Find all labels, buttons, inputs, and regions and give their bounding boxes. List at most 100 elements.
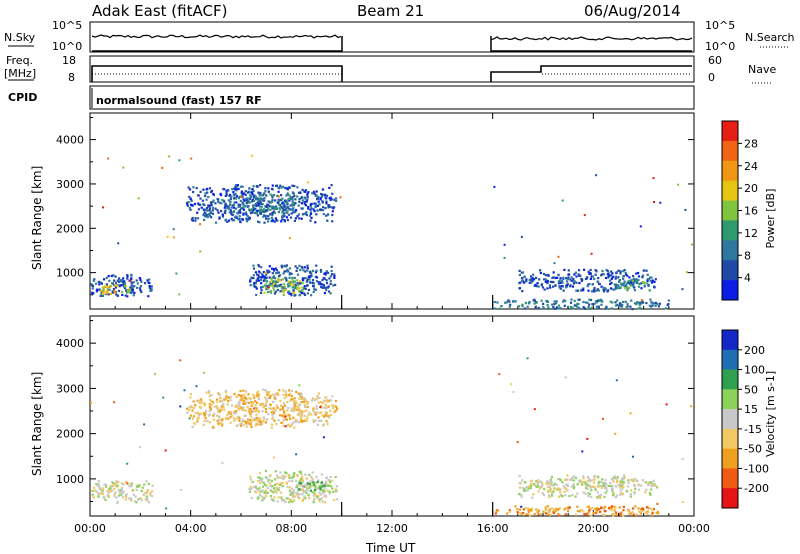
velocity-cell: [270, 479, 273, 483]
velocity-cell: [267, 397, 270, 400]
power-cell: [270, 284, 274, 287]
velocity-cell: [566, 484, 569, 487]
power-cell: [548, 284, 551, 287]
power-cell: [99, 294, 102, 297]
beam-title: Beam 21: [357, 2, 424, 20]
velocity-cell: [220, 408, 223, 411]
power-cell: [195, 187, 198, 190]
velocity-cell: [105, 485, 108, 488]
velocity-cell-sparse: [111, 481, 114, 484]
velocity-cell: [247, 407, 250, 411]
velocity-cell: [249, 397, 252, 400]
power-cell: [307, 205, 310, 208]
velocity-cell: [197, 400, 200, 403]
power-cell: [597, 277, 600, 280]
velocity-cell: [318, 491, 321, 494]
velocity-cell: [301, 475, 304, 478]
power-cell: [290, 294, 293, 297]
velocity-cell: [243, 420, 246, 423]
velocity-cell: [325, 399, 328, 402]
velocity-cell: [300, 419, 303, 423]
velocity-cell: [311, 479, 314, 482]
power-cell: [324, 273, 327, 276]
velocity-cell: [330, 479, 333, 482]
velocity-cell: [287, 497, 290, 500]
power-cell: [331, 192, 334, 195]
velocity-cell: [291, 422, 294, 426]
power-cell: [272, 282, 275, 285]
velocity-cell: [312, 407, 315, 410]
velocity-cell: [270, 407, 273, 410]
power-cell: [260, 205, 263, 208]
velocity-cell: [245, 401, 248, 404]
velocity-cell: [518, 475, 521, 478]
power-cell: [212, 192, 215, 196]
velocity-cell: [284, 501, 287, 504]
power-cell: [299, 280, 302, 283]
velocity-cell: [111, 485, 114, 488]
power-cell: [648, 289, 651, 292]
power-cell: [289, 197, 292, 200]
power-cell: [593, 277, 596, 281]
power-cell: [261, 273, 264, 276]
power-cell: [302, 279, 305, 282]
power-cell: [541, 286, 545, 289]
power-cell: [247, 191, 250, 194]
velocity-cell: [300, 393, 303, 396]
velocity-cell: [635, 513, 638, 516]
power-cell: [601, 273, 604, 276]
velocity-cell: [267, 391, 270, 394]
power-cell: [314, 275, 317, 278]
velocity-cell: [536, 483, 539, 486]
power-cell: [327, 290, 331, 293]
power-cell: [203, 213, 206, 216]
power-cell: [231, 204, 234, 207]
velocity-cell: [290, 395, 293, 398]
power-cell: [216, 209, 219, 212]
power-cell: [606, 307, 609, 310]
power-cell: [298, 264, 301, 267]
velocity-cell: [648, 491, 652, 495]
power-cell: [325, 270, 328, 273]
power-cell: [633, 289, 636, 292]
power-colorbar-swatch: [722, 160, 738, 181]
velocity-cell: [494, 512, 497, 515]
power-cell: [588, 303, 591, 306]
power-cell: [112, 274, 115, 277]
velocity-cell: [281, 405, 284, 408]
power-cell: [535, 285, 538, 288]
velocity-colorbar-tick-label: 200: [744, 344, 765, 357]
power-cell: [640, 282, 643, 285]
power-cell: [598, 299, 602, 302]
power-cell: [212, 199, 215, 202]
velocity-cell-sparse: [188, 417, 191, 420]
power-cell: [327, 206, 330, 209]
velocity-cell: [519, 482, 522, 485]
power-cell: [664, 307, 668, 310]
power-cell: [639, 302, 642, 305]
power-cell: [223, 200, 226, 203]
power-cell: [600, 274, 603, 277]
power-cell: [241, 218, 244, 221]
velocity-cell: [524, 506, 527, 510]
velocity-cell: [255, 491, 258, 494]
power-cell: [273, 285, 276, 288]
velocity-cell: [302, 497, 305, 500]
velocity-cell-sparse: [195, 385, 198, 388]
velocity-cell: [573, 485, 576, 488]
power-cell: [232, 219, 236, 222]
velocity-cell: [303, 400, 306, 403]
power-cell: [567, 305, 570, 309]
velocity-cell: [317, 401, 320, 404]
power-cell: [561, 279, 564, 283]
power-cell: [115, 285, 118, 288]
power-cell: [590, 275, 593, 278]
power-cell: [597, 306, 600, 310]
power-cell: [242, 208, 245, 211]
velocity-cell: [306, 489, 309, 492]
power-cell: [573, 299, 576, 302]
power-cell: [323, 272, 326, 275]
power-cell: [288, 284, 291, 287]
velocity-cell: [198, 414, 201, 417]
